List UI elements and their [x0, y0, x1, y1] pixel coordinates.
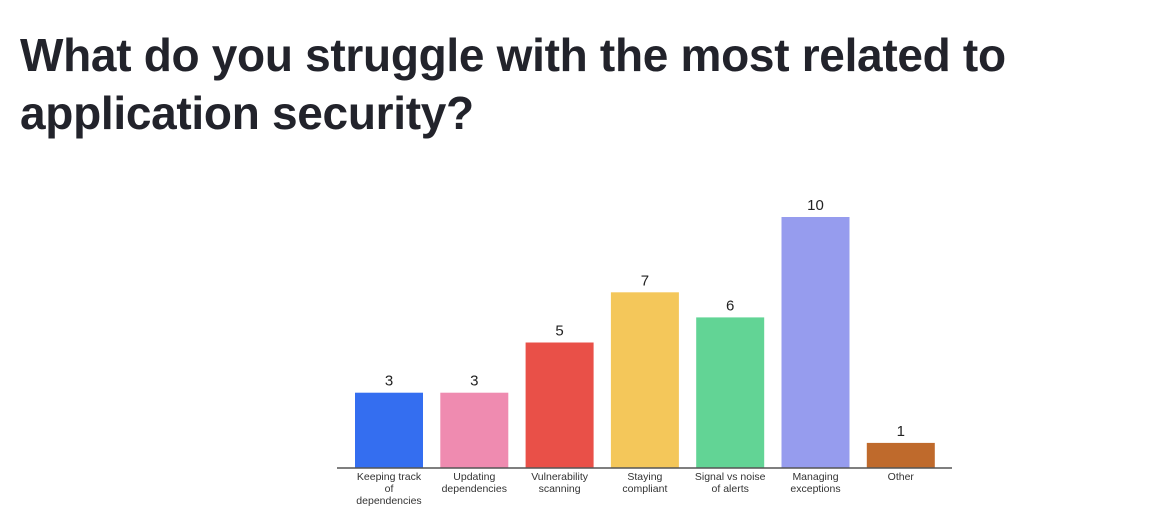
bar-5 [781, 217, 850, 468]
x-tick-label-5: Managing exceptions [790, 471, 840, 495]
bar-3 [610, 292, 679, 468]
x-tick-label-6: Other [888, 471, 915, 483]
x-tick-label-line: exceptions [790, 483, 840, 495]
x-tick-label-4: Signal vs noise of alerts [695, 471, 766, 495]
x-tick-label-line: scanning [539, 483, 581, 495]
x-tick-label-line: of [385, 483, 394, 495]
bar-0 [355, 392, 423, 468]
x-tick-label-line: Other [888, 471, 915, 483]
x-tick-label-3: Staying compliant [622, 471, 667, 495]
bar-value-label-5: 10 [807, 197, 824, 214]
bar-value-label-0: 3 [385, 373, 393, 390]
x-tick-label-line: Updating [453, 471, 495, 483]
x-tick-label-line: Signal vs noise [695, 471, 766, 483]
bar-6 [866, 442, 935, 468]
bar-value-label-2: 5 [555, 323, 563, 340]
value-labels-group: 3 3 5 7 6 10 1 [385, 197, 905, 440]
x-tick-label-line: dependencies [442, 483, 507, 495]
x-tick-label-line: Managing [792, 471, 838, 483]
x-tick-label-1: Updating dependencies [442, 471, 507, 495]
x-tick-label-line: compliant [622, 483, 667, 495]
x-tick-label-line: of alerts [712, 483, 749, 495]
bar-value-label-6: 1 [897, 423, 905, 440]
bar-4 [696, 317, 765, 468]
x-tick-label-line: Keeping track [357, 471, 422, 483]
bar-1 [440, 392, 509, 468]
page-title: What do you struggle with the most relat… [20, 29, 1006, 139]
bar-2 [525, 342, 594, 468]
x-tick-label-2: Vulnerability scanning [531, 471, 589, 495]
x-tick-label-line: Staying [627, 471, 662, 483]
bar-value-label-4: 6 [726, 297, 734, 314]
bar-value-label-1: 3 [470, 373, 478, 390]
bar-value-label-3: 7 [641, 272, 649, 289]
bars-group [355, 217, 935, 468]
x-tick-label-0: Keeping track of dependencies [356, 471, 422, 507]
x-tick-label-line: Vulnerability [531, 471, 589, 483]
x-tick-label-line: dependencies [356, 495, 421, 507]
